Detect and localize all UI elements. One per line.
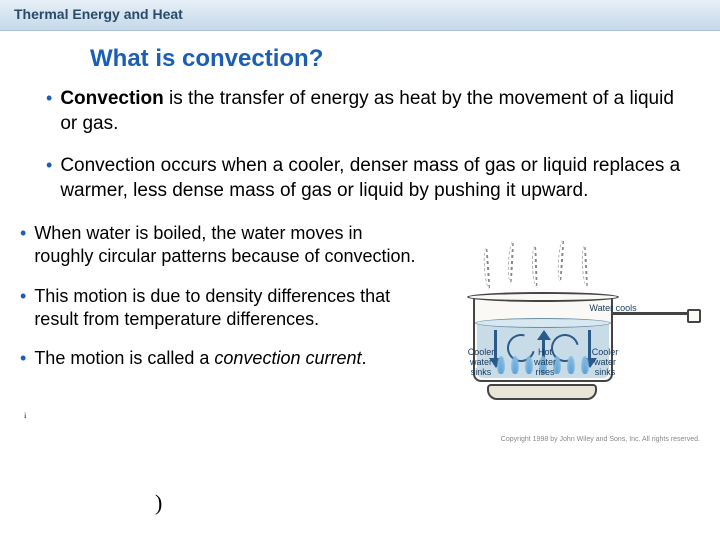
bullet-3: • When water is boiled, the water moves … <box>20 222 421 269</box>
lower-section: • When water is boiled, the water moves … <box>0 222 720 443</box>
bullet-4-text: This motion is due to density difference… <box>34 285 421 332</box>
steam-line <box>510 240 514 284</box>
bullet-1: • Convection is the transfer of energy a… <box>26 87 694 136</box>
convection-diagram: Water cools Cooler water sinks Hot water… <box>425 218 700 443</box>
lower-text-column: • When water is boiled, the water moves … <box>20 222 425 443</box>
bullet-5-italic: convection current <box>214 348 361 368</box>
slide-title: What is convection? <box>90 45 720 73</box>
bullet-5b: . <box>361 348 366 368</box>
bullet-4: • This motion is due to density differen… <box>20 285 421 332</box>
bullet-1-bold: Convection <box>60 88 163 109</box>
bullet-dot: • <box>46 154 52 203</box>
bullet-5: • The motion is called a convection curr… <box>20 347 421 370</box>
label-hot-rises: Hot water rises <box>527 348 563 378</box>
section-header: Thermal Energy and Heat <box>0 0 720 31</box>
water-surface <box>475 318 611 328</box>
steam-line <box>584 244 588 288</box>
stray-mark: ) <box>155 490 162 516</box>
main-content: • Convection is the transfer of energy a… <box>0 87 720 204</box>
pot-rim <box>467 292 619 302</box>
stray-mark: ᵢ <box>24 406 26 422</box>
bullet-dot: • <box>20 285 26 332</box>
bullet-2: • Convection occurs when a cooler, dense… <box>26 154 694 203</box>
bullet-2-text: Convection occurs when a cooler, denser … <box>60 154 694 203</box>
flame <box>567 356 575 374</box>
steam-line <box>485 246 490 290</box>
bullet-3-text: When water is boiled, the water moves in… <box>34 222 421 269</box>
steam-line <box>559 238 564 282</box>
steam-line <box>534 244 538 288</box>
label-water-cools: Water cools <box>573 304 653 314</box>
flame <box>511 356 519 374</box>
section-header-text: Thermal Energy and Heat <box>14 6 183 22</box>
label-cooler-sinks-right: Cooler water sinks <box>585 348 625 378</box>
diagram-copyright: Copyright 1998 by John Wiley and Sons, I… <box>501 436 700 443</box>
bullet-dot: • <box>46 87 52 136</box>
bullet-dot: • <box>20 222 26 269</box>
label-cooler-sinks-left: Cooler water sinks <box>461 348 501 378</box>
bullet-dot: • <box>20 347 26 370</box>
bullet-5a: The motion is called a <box>34 348 214 368</box>
